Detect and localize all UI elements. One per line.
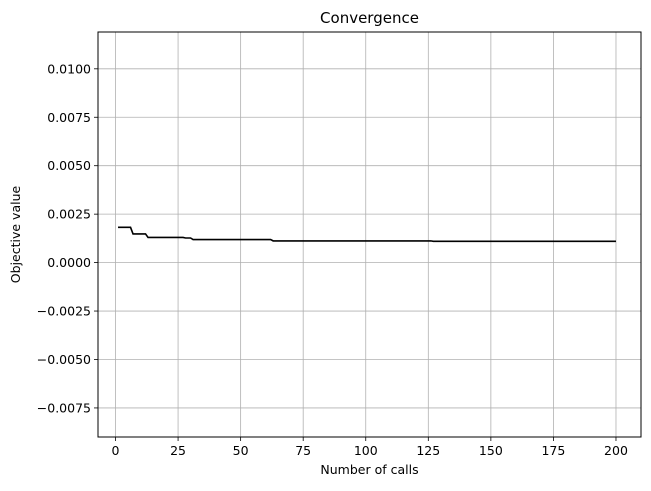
y-tick-label: −0.0075 bbox=[37, 400, 91, 415]
y-tick-label: 0.0075 bbox=[47, 110, 91, 125]
chart-title: Convergence bbox=[320, 9, 419, 27]
y-tick-label: −0.0025 bbox=[37, 304, 91, 319]
x-tick-label: 150 bbox=[479, 443, 503, 458]
x-tick-label: 25 bbox=[170, 443, 186, 458]
y-tick-label: 0.0025 bbox=[47, 207, 91, 222]
x-tick-label: 125 bbox=[416, 443, 440, 458]
x-tick-label: 75 bbox=[295, 443, 311, 458]
y-axis: −0.0075 −0.0050 −0.0025 0.0000 0.0025 0.0050 0… bbox=[37, 61, 98, 415]
convergence-line bbox=[118, 226, 616, 243]
y-axis-label: Objective value bbox=[8, 185, 23, 283]
x-tick-label: 175 bbox=[541, 443, 565, 458]
y-tick-label: 0.0000 bbox=[47, 255, 91, 270]
y-tick-label: 0.0050 bbox=[47, 158, 91, 173]
y-tick-label: 0.0100 bbox=[47, 61, 91, 76]
x-tick-label: 200 bbox=[604, 443, 628, 458]
series-layer bbox=[118, 226, 616, 243]
x-tick-label: 0 bbox=[112, 443, 120, 458]
axes-frame bbox=[97, 31, 642, 438]
x-axis-label: Number of calls bbox=[320, 462, 418, 477]
y-tick-label: −0.0050 bbox=[37, 352, 91, 367]
x-tick-label: 100 bbox=[354, 443, 378, 458]
x-axis: 0 25 50 75 100 125 150 175 200 bbox=[112, 437, 628, 458]
grid-layer bbox=[98, 32, 641, 437]
x-tick-label: 50 bbox=[233, 443, 249, 458]
